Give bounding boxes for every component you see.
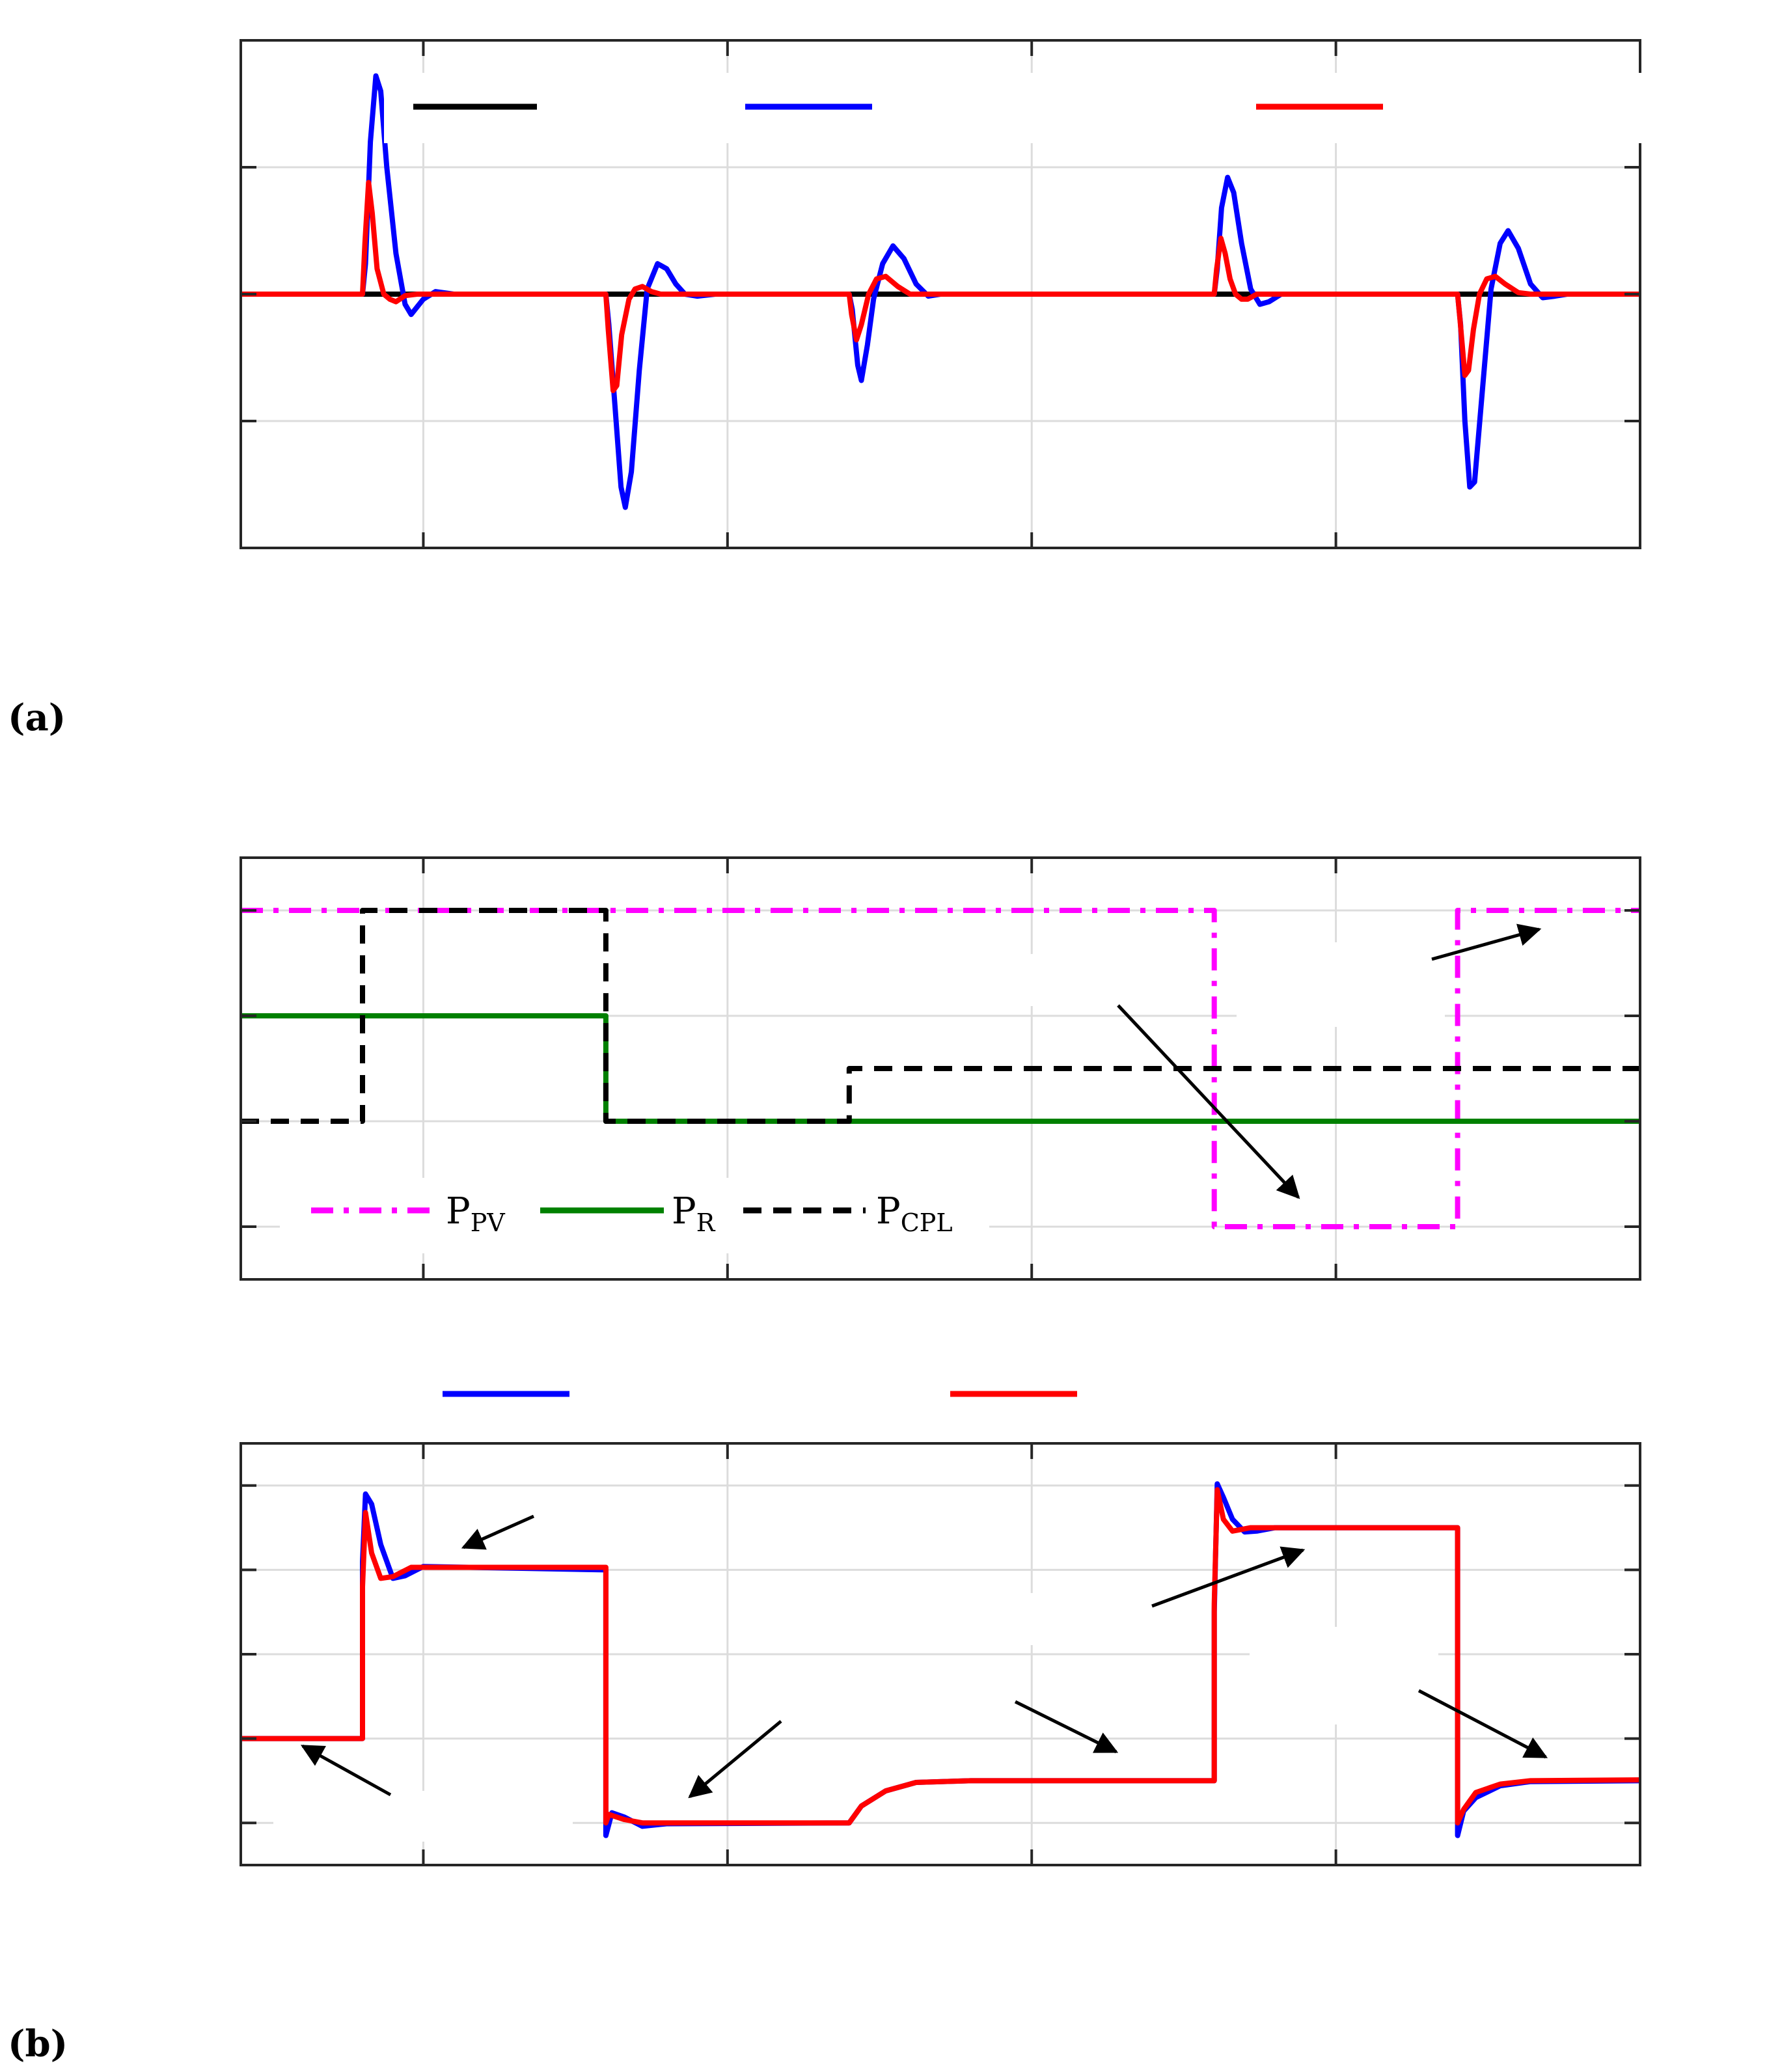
legend-a	[384, 73, 1751, 143]
legend-pcpl-label: PCPL	[876, 1190, 953, 1237]
annotation-arrow	[1014, 1700, 1119, 1754]
legend-sub: PV	[471, 1208, 506, 1237]
annotation-arrow	[688, 1720, 782, 1799]
legend-a-bg	[384, 73, 1751, 143]
annotation-bg	[273, 1791, 573, 1842]
legend-main: P	[876, 1190, 901, 1233]
panel-label-a: (a)	[8, 696, 66, 739]
chart-a	[240, 39, 1641, 549]
legend-b1-bg	[280, 1178, 989, 1253]
annotations-b1	[797, 923, 1542, 1199]
legend-pr-label: PR	[672, 1190, 716, 1237]
annotations-b2	[273, 1514, 1548, 1842]
legend-sub: CPL	[901, 1208, 953, 1237]
legend-b1: PPV PR PCPL	[280, 1178, 989, 1253]
series-line-pcpl	[241, 908, 1640, 1124]
legend-main: P	[672, 1190, 696, 1233]
series-line-proposed-controller	[241, 1487, 1640, 1826]
panel-label-b: (b)	[8, 2023, 68, 2065]
legend-ppv-label: PPV	[446, 1190, 505, 1237]
chart-b1	[240, 856, 1641, 1281]
annotation-arrow	[1418, 1689, 1548, 1759]
annotation-arrow	[300, 1744, 392, 1797]
annotation-bg	[1237, 942, 1445, 1027]
axes-box	[240, 856, 1641, 1281]
series-line-proposed-controller	[241, 180, 1640, 394]
legend-sub: R	[696, 1208, 716, 1237]
annotation-arrow	[1117, 1004, 1300, 1199]
legend-main: P	[446, 1190, 471, 1233]
annotation-bg	[1250, 1627, 1438, 1724]
annotation-arrow	[1151, 1546, 1306, 1608]
annotation-arrow	[461, 1514, 535, 1550]
annotation-bg	[797, 954, 1142, 1006]
series-line-ppv	[241, 908, 1640, 1229]
annotation-arrow	[1431, 923, 1542, 961]
annotation-bg	[781, 1593, 1152, 1645]
